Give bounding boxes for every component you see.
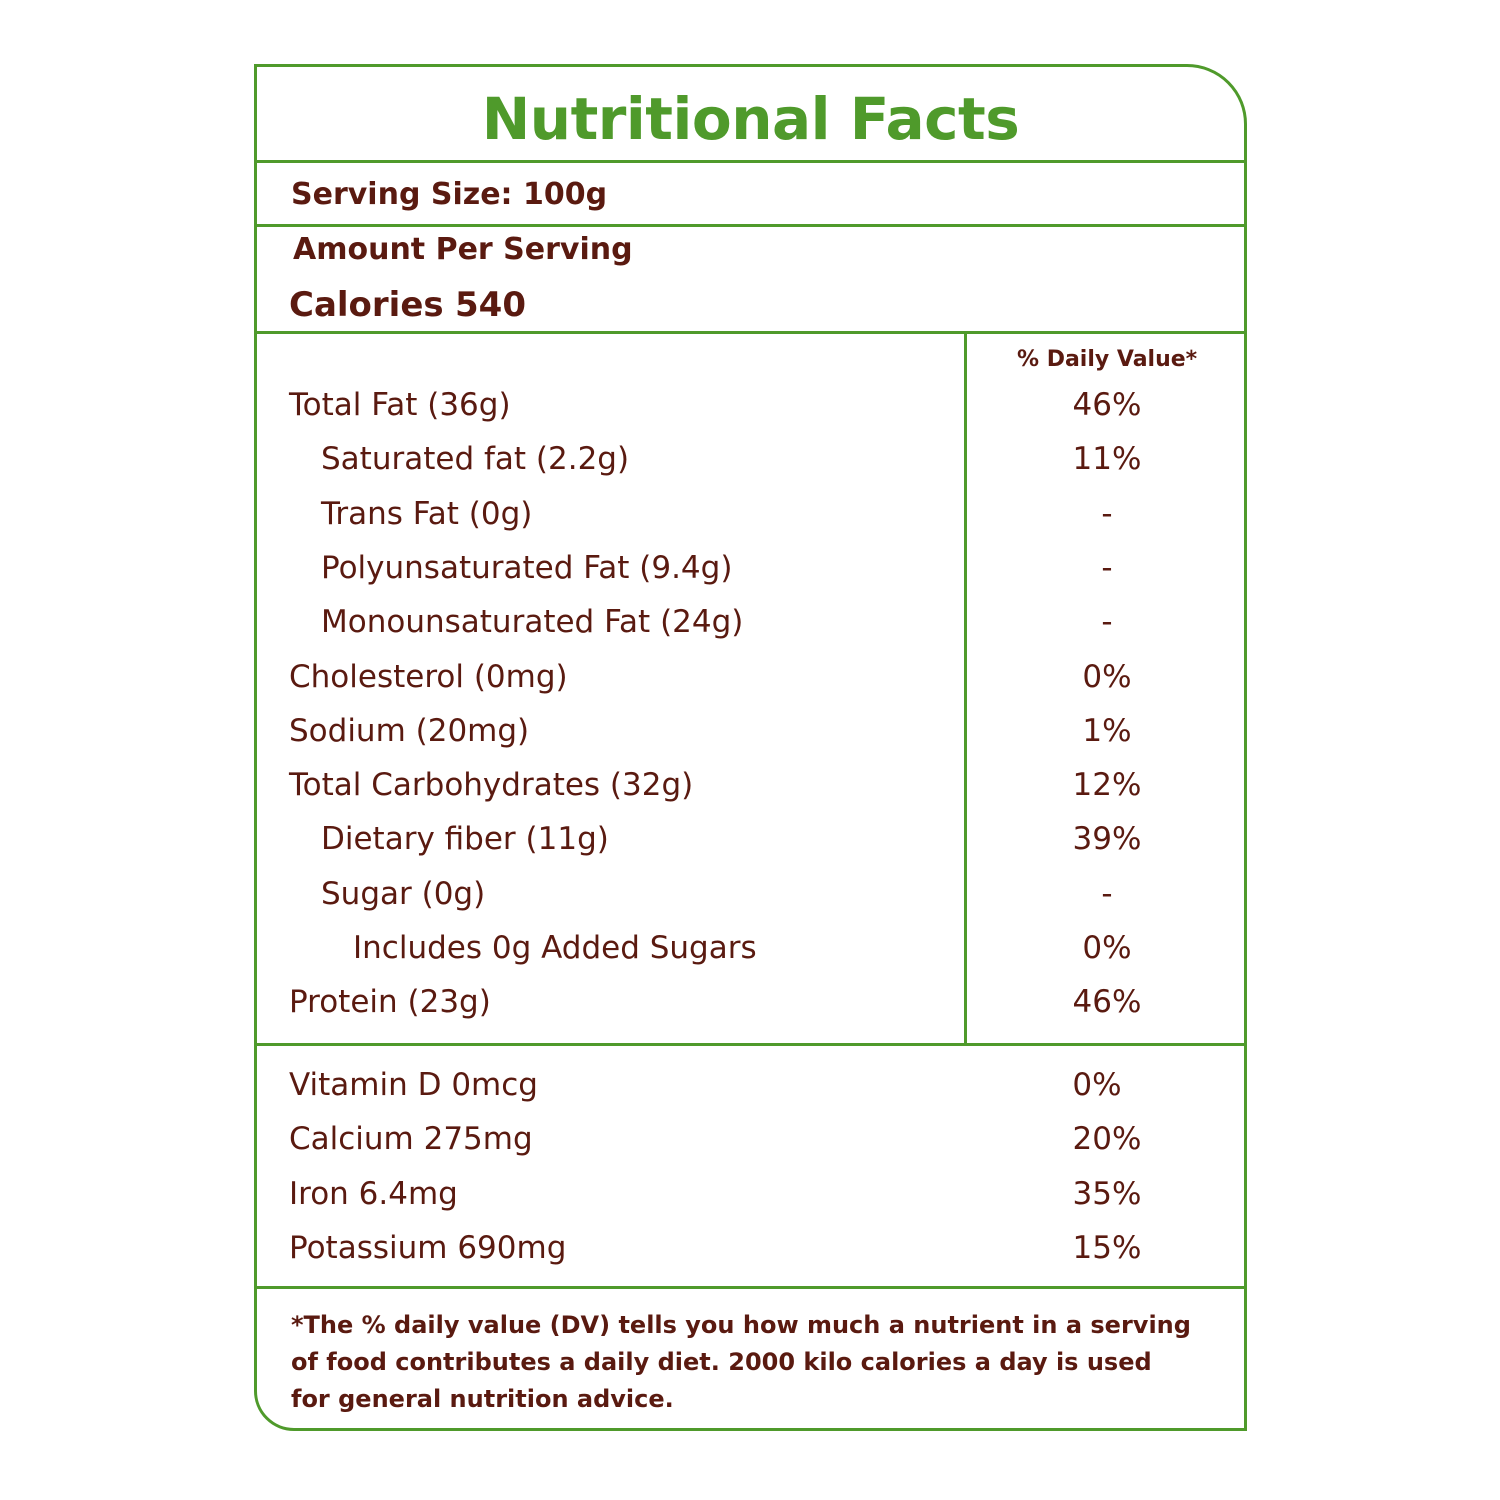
nutrient-daily-value: 0% (1082, 658, 1132, 695)
nutrient-label: Protein (23g) (289, 984, 491, 1021)
nutrient-label: Cholesterol (0mg) (289, 658, 568, 695)
divider-title (257, 160, 1244, 163)
divider-calories (257, 331, 1244, 334)
nutrient-daily-value: 46% (1072, 984, 1142, 1021)
nutrition-facts-label: Nutritional Facts Serving Size: 100g Amo… (254, 64, 1247, 1431)
mineral-daily-value: 35% (1072, 1175, 1142, 1212)
nutrient-label: Total Fat (36g) (289, 387, 511, 423)
mineral-label: Iron 6.4mg (289, 1175, 458, 1212)
mineral-daily-value: 15% (1072, 1229, 1142, 1266)
nutrient-daily-value: 46% (1072, 387, 1142, 423)
mineral-daily-value: 0% (1072, 1067, 1122, 1103)
nutrient-label: Polyunsaturated Fat (9.4g) (321, 549, 733, 586)
mineral-label: Calcium 275mg (289, 1121, 533, 1158)
nutrient-daily-value: 39% (1072, 821, 1142, 858)
calories-value: 540 (455, 285, 526, 325)
divider-serving (257, 224, 1244, 227)
nutrient-label: Saturated fat (2.2g) (321, 441, 630, 478)
nutrient-label: Total Carbohydrates (32g) (289, 767, 694, 804)
nutrient-daily-value: - (1101, 875, 1113, 912)
serving-size: Serving Size: 100g (291, 177, 608, 212)
mineral-label: Vitamin D 0mcg (289, 1067, 538, 1103)
nutrient-daily-value: - (1101, 604, 1113, 641)
nutrient-label: Dietary fiber (11g) (321, 821, 609, 858)
nutrient-label: Monounsaturated Fat (24g) (321, 604, 744, 641)
nutrient-daily-value: 1% (1082, 712, 1132, 749)
calories-label: Calories (289, 285, 444, 325)
nutrient-daily-value: 0% (1082, 930, 1132, 966)
nutrient-daily-value: 11% (1072, 441, 1142, 478)
label-title: Nutritional Facts (481, 85, 1020, 153)
divider-minerals (257, 1043, 1244, 1046)
nutrient-label: Sugar (0g) (321, 875, 486, 912)
amount-per-serving: Amount Per Serving (293, 232, 633, 267)
divider-dv-column (964, 331, 967, 1045)
mineral-daily-value: 20% (1072, 1121, 1142, 1158)
divider-footnote (257, 1286, 1244, 1289)
nutrient-label: Includes 0g Added Sugars (353, 930, 757, 966)
nutrient-daily-value: - (1101, 549, 1113, 586)
daily-value-header: % Daily Value* (1017, 347, 1198, 372)
nutrient-daily-value: - (1101, 495, 1113, 532)
mineral-label: Potassium 690mg (289, 1229, 567, 1266)
nutrient-label: Sodium (20mg) (289, 712, 530, 749)
footnote: *The % daily value (DV) tells you how mu… (291, 1311, 1191, 1413)
nutrient-label: Trans Fat (0g) (321, 495, 533, 532)
nutrient-daily-value: 12% (1072, 767, 1142, 804)
